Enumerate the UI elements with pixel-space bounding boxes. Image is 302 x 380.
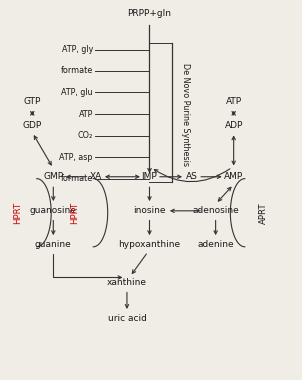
Text: xanthine: xanthine bbox=[107, 278, 147, 287]
Text: ATP, glu: ATP, glu bbox=[61, 88, 93, 97]
Text: guanine: guanine bbox=[35, 241, 72, 249]
Text: guanosine: guanosine bbox=[30, 206, 77, 215]
Text: hypoxanthine: hypoxanthine bbox=[118, 241, 181, 249]
Text: HPRT: HPRT bbox=[70, 202, 79, 224]
Text: formate: formate bbox=[61, 66, 93, 75]
Text: ATP: ATP bbox=[226, 97, 242, 106]
Text: GTP: GTP bbox=[24, 97, 41, 106]
Text: IMP: IMP bbox=[142, 172, 157, 181]
Text: GDP: GDP bbox=[23, 121, 42, 130]
Text: CO₂: CO₂ bbox=[78, 131, 93, 140]
Text: AMP: AMP bbox=[224, 172, 243, 181]
Text: GMP: GMP bbox=[43, 172, 63, 181]
Text: HPRT: HPRT bbox=[13, 202, 22, 224]
Text: uric acid: uric acid bbox=[108, 314, 146, 323]
Text: adenosine: adenosine bbox=[192, 206, 239, 215]
Text: XA: XA bbox=[89, 172, 101, 181]
Text: De Novo Purine Synthesis: De Novo Purine Synthesis bbox=[181, 63, 190, 166]
Text: ATP: ATP bbox=[79, 110, 93, 119]
Text: formate: formate bbox=[61, 174, 93, 183]
Text: PRPP+gln: PRPP+gln bbox=[127, 9, 172, 18]
Text: AS: AS bbox=[186, 172, 198, 181]
Text: APRT: APRT bbox=[259, 202, 268, 223]
Text: adenine: adenine bbox=[197, 241, 234, 249]
Text: ATP, asp: ATP, asp bbox=[59, 152, 93, 161]
Text: inosine: inosine bbox=[133, 206, 166, 215]
Text: ADP: ADP bbox=[224, 121, 243, 130]
Text: ATP, gly: ATP, gly bbox=[62, 46, 93, 54]
